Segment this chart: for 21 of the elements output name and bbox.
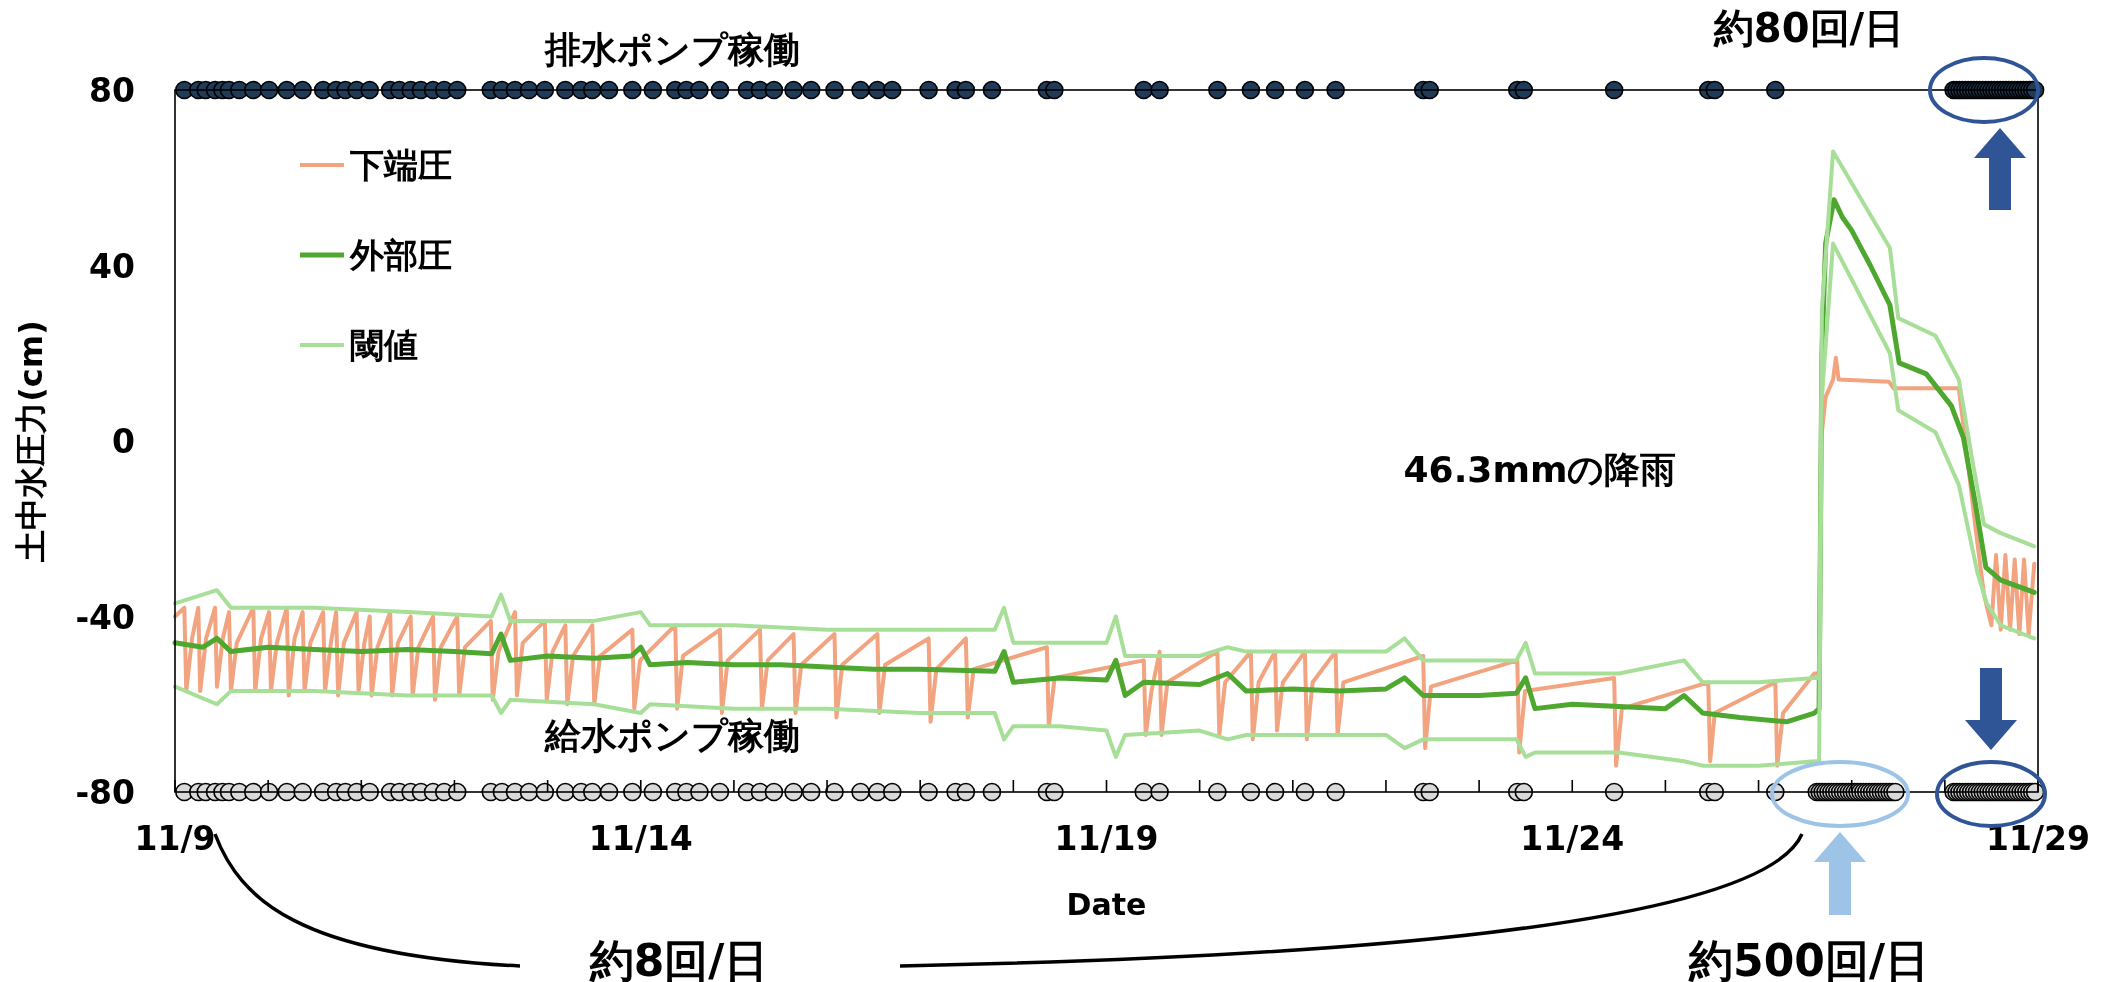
y-axis-title: 土中水圧力(cm) bbox=[12, 320, 50, 563]
y-tick-label: -80 bbox=[75, 773, 135, 812]
text: 約500回/日 bbox=[1688, 935, 1929, 982]
text: 約8回/日 bbox=[588, 935, 769, 982]
y-tick-label: 40 bbox=[89, 246, 135, 286]
annotation: 46.3mmの降雨 bbox=[1403, 449, 1677, 490]
legend-label: 外部圧 bbox=[349, 235, 452, 275]
text: 排水ポンプ稼働 bbox=[543, 29, 800, 70]
x-tick-label: 11/9 bbox=[134, 819, 216, 858]
x-tick-label: 11/29 bbox=[1986, 819, 2090, 858]
x-tick-label: 11/24 bbox=[1520, 819, 1625, 858]
x-axis-title: Date bbox=[1066, 887, 1147, 922]
legend-label: 下端圧 bbox=[349, 145, 452, 185]
y-tick-label: -40 bbox=[75, 597, 135, 637]
text: 約80回/日 bbox=[1712, 5, 1905, 51]
y-tick-label: 0 bbox=[112, 422, 135, 461]
x-tick-label: 11/19 bbox=[1054, 819, 1159, 858]
x-tick-label: 11/14 bbox=[588, 819, 693, 858]
legend-label: 閾値 bbox=[350, 325, 418, 365]
annotation: 給水ポンプ稼働 bbox=[543, 715, 800, 756]
y-tick-label: 80 bbox=[89, 71, 135, 110]
